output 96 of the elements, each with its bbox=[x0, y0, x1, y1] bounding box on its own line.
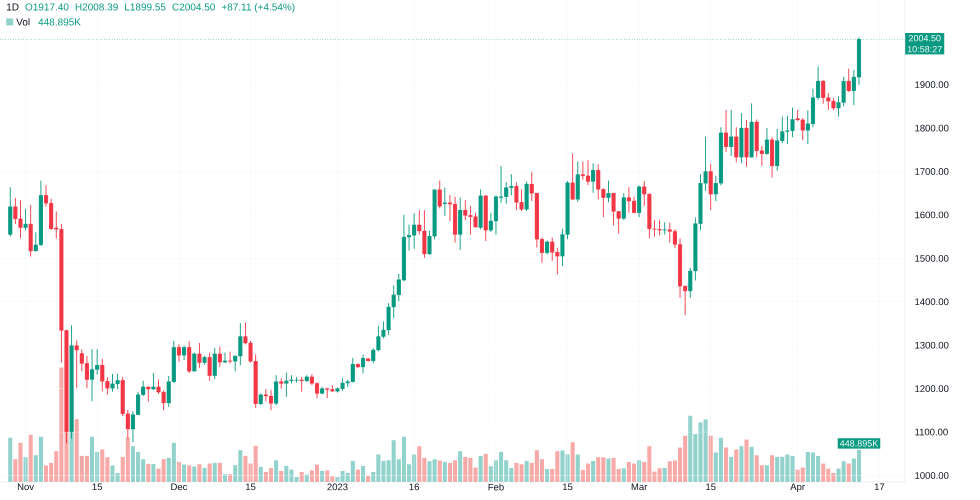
candlestick bbox=[724, 109, 728, 152]
annotation: O1917.40 bbox=[25, 3, 69, 11]
y-tick-label: 1600.00 bbox=[915, 212, 948, 218]
bar bbox=[484, 454, 488, 482]
candlestick bbox=[222, 352, 228, 364]
x-tick-label: 15 bbox=[246, 484, 256, 490]
y-tick-label: 1100.00 bbox=[915, 428, 948, 436]
bar bbox=[442, 462, 447, 482]
candlestick bbox=[606, 180, 610, 203]
candlestick bbox=[74, 340, 79, 389]
legend-label: Vol bbox=[16, 18, 30, 26]
candlestick bbox=[218, 346, 222, 368]
bar bbox=[218, 462, 222, 482]
x-tick-label: Nov bbox=[18, 484, 34, 490]
bar bbox=[8, 438, 12, 482]
x-tick-label: 17 bbox=[874, 484, 884, 490]
candlestick bbox=[279, 378, 284, 390]
y-tick-label: 1900.00 bbox=[915, 81, 948, 88]
candlestick bbox=[228, 351, 232, 364]
candlestick bbox=[187, 340, 192, 374]
candlestick bbox=[708, 164, 713, 211]
candlestick bbox=[662, 222, 667, 235]
x-tick-label: Feb bbox=[488, 484, 504, 490]
bar bbox=[734, 449, 738, 482]
candlestick bbox=[176, 344, 182, 362]
candlestick bbox=[570, 152, 575, 201]
annotation: C2004.50 bbox=[172, 3, 215, 11]
bar bbox=[750, 446, 754, 482]
bar bbox=[622, 468, 626, 482]
bar bbox=[576, 454, 580, 482]
candlestick bbox=[360, 354, 366, 374]
bar bbox=[458, 451, 462, 482]
bar bbox=[146, 464, 150, 482]
x-tick-label: Dec bbox=[171, 484, 188, 490]
candlestick bbox=[212, 347, 217, 380]
bar bbox=[274, 460, 278, 482]
bar bbox=[208, 464, 212, 482]
bar bbox=[846, 464, 851, 482]
y-tick-label: 1800.00 bbox=[915, 124, 948, 132]
candlestick bbox=[208, 352, 212, 382]
annotation: H2008.39 bbox=[76, 3, 118, 11]
bar bbox=[729, 456, 734, 482]
ref-line-label: 2004.50 bbox=[908, 34, 941, 42]
candlestick bbox=[734, 126, 738, 163]
y-tick-label: 1500.00 bbox=[915, 254, 948, 262]
bar bbox=[182, 464, 186, 482]
bar bbox=[744, 439, 749, 482]
text: 448.895K bbox=[38, 18, 81, 26]
candlestick bbox=[146, 386, 150, 402]
y-tick-label: 1000.00 bbox=[915, 472, 948, 479]
x-tick-label: Mar bbox=[632, 484, 648, 490]
bar bbox=[724, 447, 728, 482]
bar bbox=[524, 460, 529, 482]
bar bbox=[570, 442, 575, 482]
candlestick bbox=[151, 372, 156, 390]
candlestick bbox=[197, 342, 202, 368]
x-tick-label: 16 bbox=[410, 484, 420, 490]
candlestick bbox=[591, 162, 596, 194]
x-tick-label: 15 bbox=[92, 484, 102, 490]
candlestick bbox=[258, 392, 263, 406]
candlestick bbox=[545, 240, 550, 255]
candlestick bbox=[274, 374, 278, 406]
x-tick-label: 15 bbox=[562, 484, 572, 490]
bar bbox=[279, 470, 284, 482]
candlestick bbox=[182, 345, 186, 360]
candlestick bbox=[622, 192, 626, 221]
bar bbox=[438, 460, 442, 482]
y-tick-label: 1400.00 bbox=[915, 298, 948, 306]
candlestick bbox=[846, 68, 851, 92]
annotation: 1D bbox=[6, 4, 19, 10]
annotation: +87.11 (+4.54%) bbox=[222, 3, 294, 13]
candlestick bbox=[729, 109, 734, 156]
bar bbox=[708, 436, 713, 482]
bar bbox=[606, 458, 610, 482]
data-label: 448.895K bbox=[840, 440, 878, 447]
y-tick-label: 1200.00 bbox=[915, 385, 948, 392]
candlestick bbox=[438, 180, 442, 209]
bar bbox=[739, 446, 744, 482]
y-tick-label: 1300.00 bbox=[915, 342, 948, 349]
candlestick bbox=[442, 187, 447, 216]
y-tick-label: 1700.00 bbox=[915, 168, 948, 175]
candlestick bbox=[764, 128, 769, 156]
bar bbox=[258, 466, 263, 482]
x-tick-label: 2023 bbox=[327, 484, 348, 490]
x-tick-label: Apr bbox=[790, 484, 805, 492]
candlestick bbox=[300, 376, 304, 392]
bar bbox=[212, 462, 217, 482]
bar bbox=[591, 460, 596, 482]
bar bbox=[28, 434, 33, 482]
bar bbox=[770, 455, 774, 482]
annotation: L1899.55 bbox=[125, 3, 166, 11]
candlestick bbox=[192, 352, 196, 372]
x-tick-label: 15 bbox=[706, 484, 716, 490]
candlestick bbox=[24, 208, 28, 231]
text: 10:58:27 bbox=[908, 46, 942, 52]
bar bbox=[478, 456, 483, 482]
